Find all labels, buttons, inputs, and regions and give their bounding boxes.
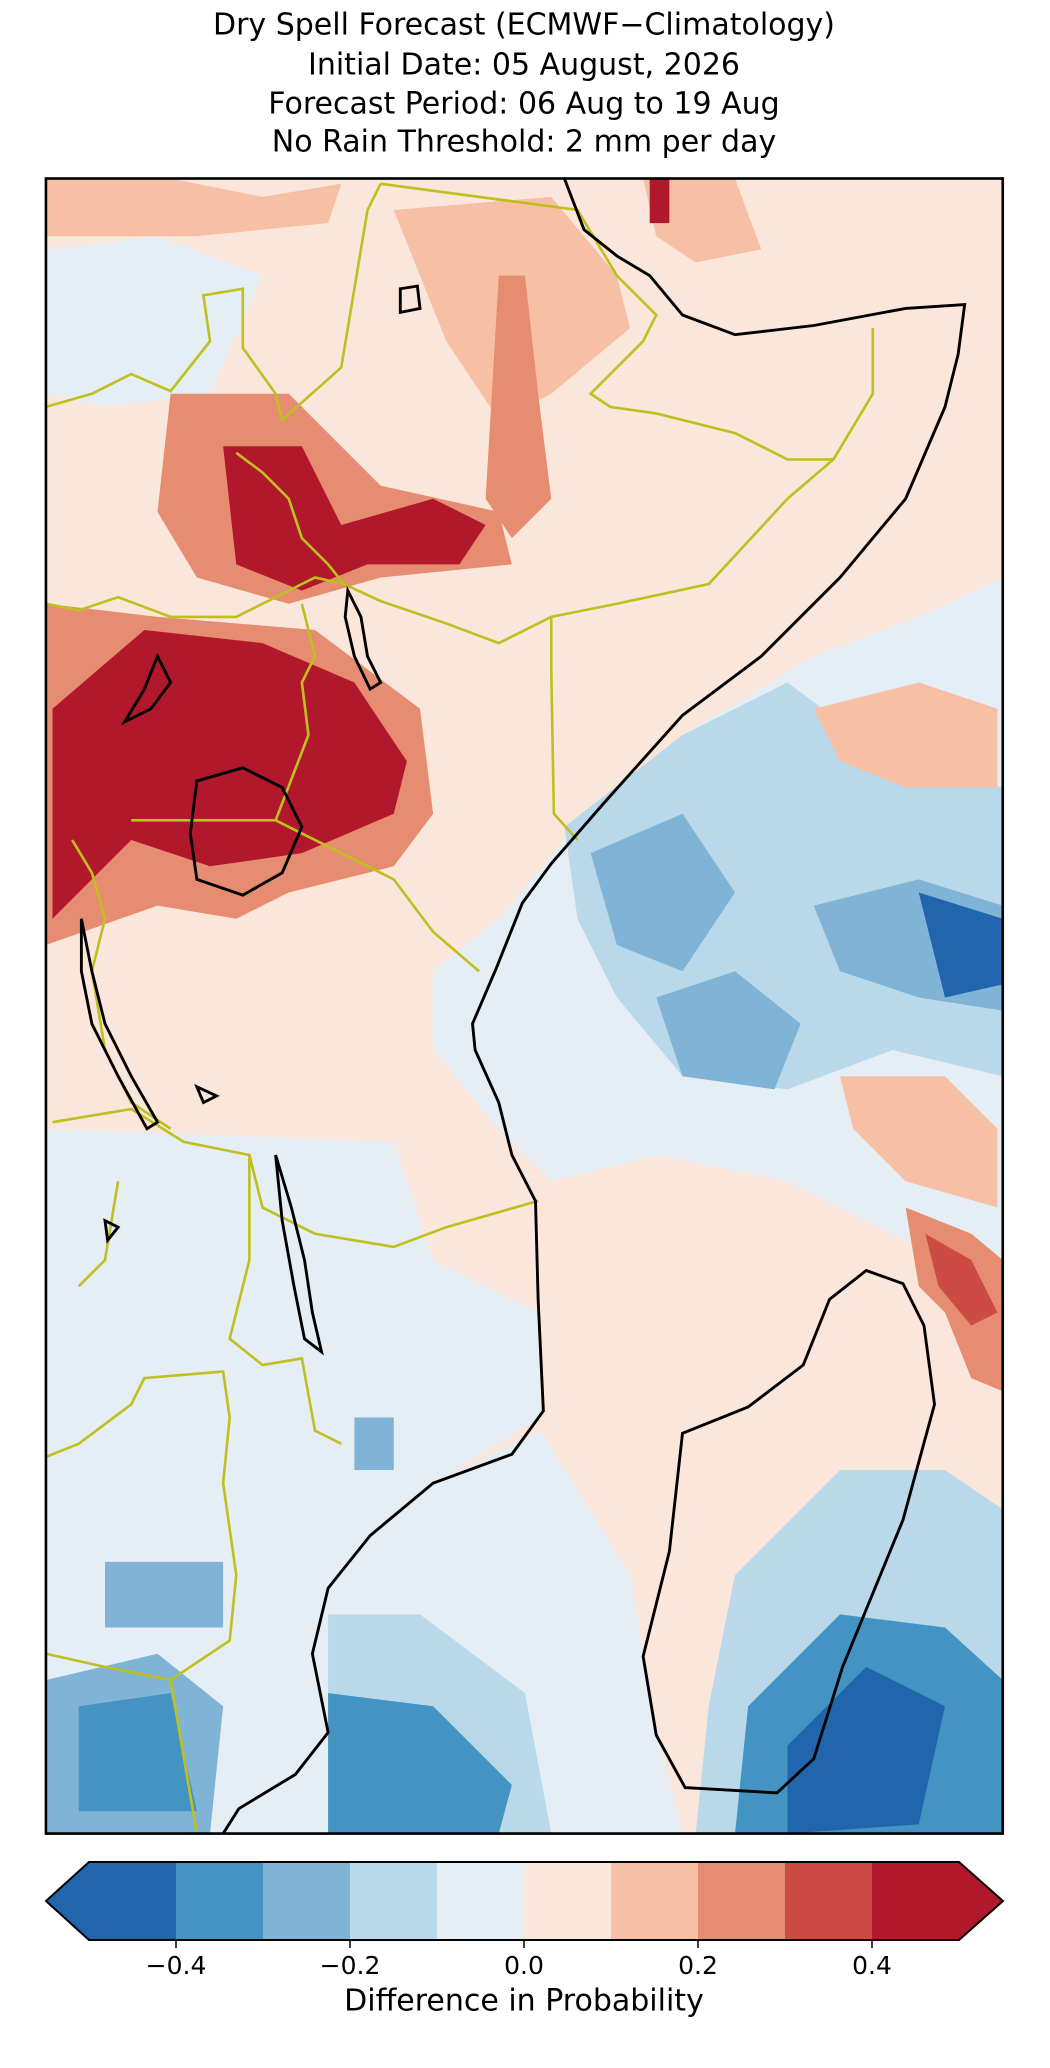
map-region (643, 178, 762, 263)
title-line: Forecast Period: 06 Aug to 19 Aug (268, 87, 779, 122)
colorbar-bin (350, 1862, 438, 1940)
map-region (787, 1666, 945, 1834)
map-region (223, 446, 486, 591)
map-region (918, 892, 1003, 998)
map-region (813, 682, 998, 788)
map-region (354, 1417, 394, 1470)
map-region (590, 813, 735, 972)
colorbar-bin (89, 1862, 177, 1940)
colorbar-tick-label: 0.0 (504, 1951, 544, 1980)
map-region (649, 178, 670, 224)
country-borders (45, 182, 875, 1834)
map-frame (44, 177, 1005, 1835)
map-region (328, 1693, 512, 1834)
colorbar-bin (611, 1862, 699, 1940)
map-region (78, 1693, 197, 1812)
colorbar-label: Difference in Probability (344, 1984, 704, 2019)
colorbar-tick-label: 0.4 (852, 1951, 892, 1980)
colorbar-bin (698, 1862, 786, 1940)
colorbar-extend-min (46, 1862, 89, 1940)
title-line: No Rain Threshold: 2 mm per day (272, 125, 776, 160)
map (44, 177, 1005, 1835)
colorbar-bin (872, 1862, 960, 1940)
map-region (45, 178, 342, 237)
colorbar-bin (785, 1862, 873, 1940)
colorbar-bin (176, 1862, 264, 1940)
map-region (656, 971, 801, 1090)
colorbar-bin (437, 1862, 525, 1940)
map-region (45, 1128, 541, 1834)
map-region (105, 1561, 224, 1628)
map-region (925, 1233, 998, 1326)
coastline (79, 178, 967, 1834)
colorbar-tick-label: 0.2 (678, 1951, 718, 1980)
colorbar-outline (44, 1861, 1005, 1941)
title-line: Dry Spell Forecast (ECMWF−Climatology) (213, 8, 835, 43)
colorbar-bin (524, 1862, 612, 1940)
map-region (45, 236, 263, 407)
map-region (485, 275, 552, 539)
colorbar-tick-label: −0.2 (320, 1951, 381, 1980)
colorbar-tick-label: −0.4 (146, 1951, 207, 1980)
colorbar-bin (263, 1862, 351, 1940)
map-region (840, 1076, 998, 1208)
map-region (52, 630, 407, 919)
colorbar-extend-max (959, 1862, 1003, 1940)
map-field (45, 178, 1003, 1834)
title-line: Initial Date: 05 August, 2026 (308, 48, 740, 83)
